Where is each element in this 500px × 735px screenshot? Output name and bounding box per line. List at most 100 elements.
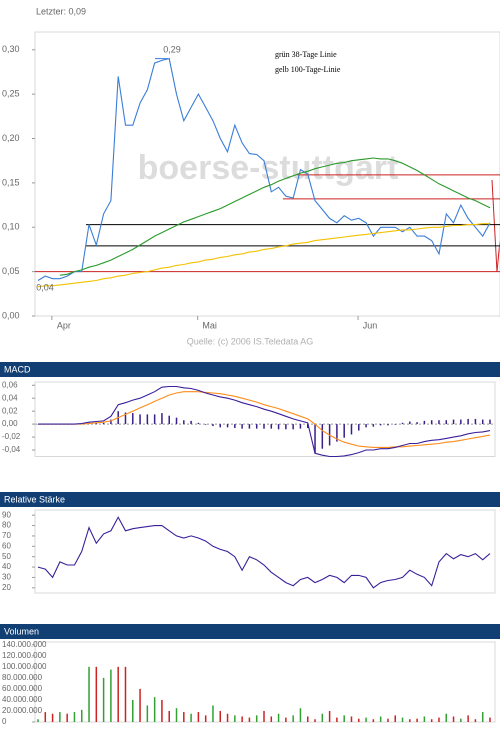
y-tick-label: 100.000.000: [2, 662, 47, 671]
bar: [219, 424, 222, 428]
bar: [175, 708, 178, 722]
bar: [270, 716, 273, 722]
bar: [241, 424, 243, 429]
panel-header: [0, 624, 500, 639]
bar: [285, 717, 287, 722]
bar: [372, 424, 375, 427]
bar: [95, 422, 98, 425]
bar: [336, 717, 338, 722]
y-tick-label: 70: [2, 531, 11, 540]
bar: [124, 666, 127, 722]
y-tick-label: 0,05: [2, 266, 20, 276]
bar: [445, 420, 448, 425]
bar: [328, 710, 331, 722]
bar: [190, 713, 192, 722]
bar: [343, 424, 345, 438]
bar: [255, 424, 258, 429]
bar: [124, 412, 127, 425]
bar: [226, 713, 229, 722]
bar: [481, 419, 484, 425]
bar: [175, 417, 178, 425]
bar: [234, 715, 236, 722]
bar: [401, 422, 404, 425]
y-tick-label: 0,10: [2, 222, 20, 232]
bar: [423, 420, 426, 425]
bar: [255, 715, 258, 722]
annotation: gelb 100-Tage-Linie: [275, 65, 341, 74]
bar: [73, 712, 76, 722]
y-tick-label: 0,20: [2, 133, 20, 143]
y-tick-label: 0,30: [2, 44, 20, 54]
bar: [394, 715, 396, 722]
bar: [263, 424, 265, 429]
annotation: grün 38-Tage Linie: [275, 50, 337, 59]
bar: [387, 718, 389, 722]
annotation: 0,29: [163, 44, 181, 54]
bar: [132, 699, 134, 722]
bar: [365, 717, 367, 722]
bar: [474, 719, 477, 722]
bar: [423, 716, 426, 722]
y-tick-label: 90: [2, 510, 11, 519]
y-tick-label: 50: [2, 552, 11, 561]
bar: [234, 424, 236, 428]
bar: [285, 424, 287, 430]
panel-title: Relative Stärke: [4, 494, 65, 504]
source: Quelle: (c) 2006 IS.Teledata AG: [187, 336, 314, 346]
bar: [204, 715, 207, 722]
bar: [37, 719, 39, 722]
bar: [350, 424, 353, 435]
panel-header: [0, 362, 500, 377]
bar: [66, 713, 68, 722]
bar: [88, 666, 90, 722]
bar: [394, 424, 396, 425]
plot-frame: [34, 641, 496, 723]
bar: [379, 424, 382, 426]
bar: [51, 713, 54, 722]
bar: [190, 420, 192, 425]
panel-header: [0, 492, 500, 507]
bar: [219, 710, 222, 722]
bar: [481, 712, 484, 722]
bar: [365, 424, 367, 428]
bar: [467, 418, 469, 425]
bar: [168, 415, 170, 425]
panel-title: MACD: [4, 364, 31, 374]
y-tick-label: 140.000.000: [2, 640, 47, 649]
bar: [489, 419, 491, 425]
y-tick-label: 120.000.000: [2, 651, 47, 660]
y-tick-label: 0,00: [2, 419, 18, 428]
y-tick-label: 80: [2, 521, 11, 530]
bar: [409, 421, 411, 425]
bar: [139, 414, 141, 425]
bar: [248, 424, 251, 429]
bar: [161, 413, 163, 425]
bar: [226, 424, 229, 428]
bar: [336, 424, 338, 442]
bar: [153, 697, 156, 722]
y-tick-label: 80.000.000: [2, 673, 43, 682]
bar: [314, 424, 316, 454]
bar: [102, 422, 105, 425]
bar: [452, 419, 455, 425]
bar: [59, 712, 61, 722]
bar: [489, 717, 491, 722]
bar: [277, 713, 280, 722]
bar: [350, 716, 353, 722]
bar: [467, 715, 469, 722]
series-line: [38, 385, 491, 458]
bar: [416, 422, 418, 425]
bar: [299, 424, 302, 429]
bar: [358, 718, 360, 722]
bar: [438, 717, 440, 722]
bar: [314, 719, 316, 722]
bar: [379, 716, 382, 722]
trend-line: [491, 179, 498, 273]
y-tick-label: 20.000.000: [2, 706, 43, 715]
bar: [321, 713, 324, 722]
series-line: [37, 223, 490, 288]
bar: [358, 424, 360, 431]
y-tick-label: -0,04: [2, 445, 21, 454]
bar: [146, 414, 149, 425]
bar: [321, 424, 324, 449]
